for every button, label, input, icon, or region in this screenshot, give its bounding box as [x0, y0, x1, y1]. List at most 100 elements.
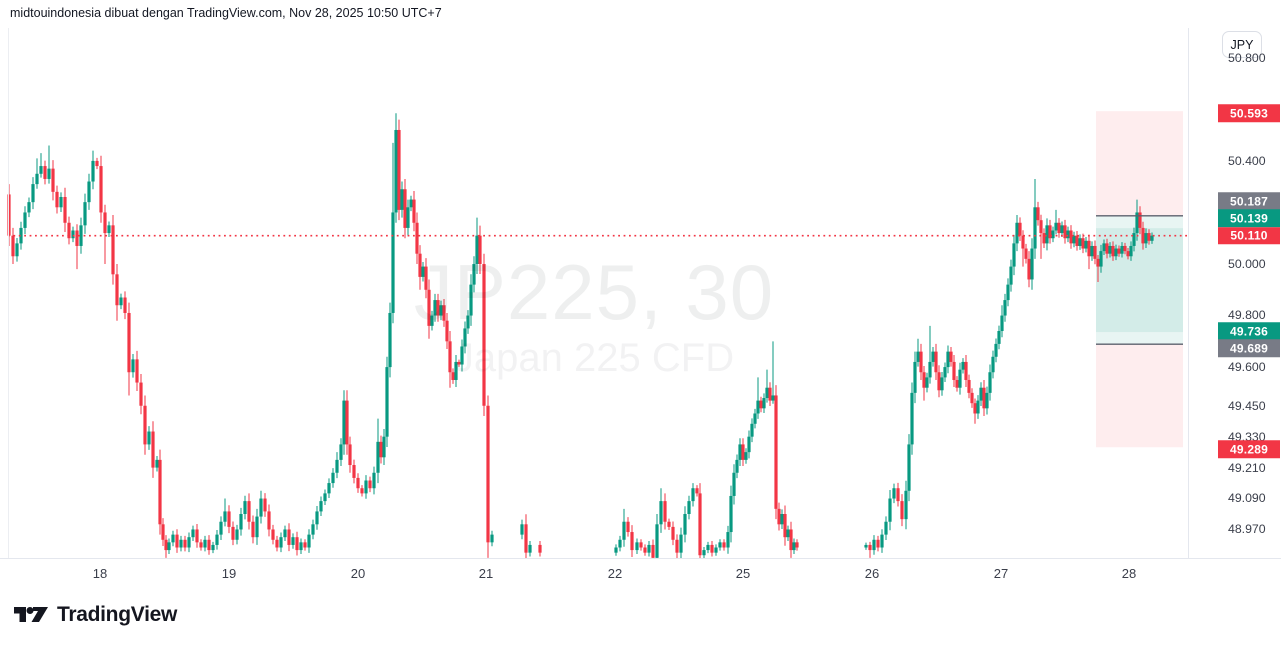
tradingview-logo[interactable]: TradingView	[14, 603, 177, 627]
candle-body	[335, 459, 339, 473]
candle-body	[747, 436, 751, 453]
candle-body	[303, 542, 307, 548]
candle-body	[1042, 233, 1046, 244]
candle-body	[626, 521, 630, 533]
candle-body	[1057, 222, 1061, 234]
candle-body	[1048, 225, 1052, 239]
candle-body	[183, 539, 187, 548]
price-badge: 49.689	[1218, 339, 1280, 357]
candle-body	[267, 511, 271, 530]
candle-body	[967, 379, 971, 393]
candle-body	[702, 550, 706, 556]
candle-body	[671, 526, 675, 540]
candle-body	[433, 300, 437, 316]
candle-body	[71, 230, 75, 239]
time-tick-label: 22	[607, 566, 623, 581]
candle-body	[123, 297, 127, 313]
candle-body	[454, 361, 458, 380]
candle-body	[774, 395, 778, 509]
candle-body	[961, 361, 965, 370]
candlestick-chart-canvas[interactable]	[0, 28, 1188, 558]
candle-body	[706, 544, 710, 551]
candle-body	[1075, 235, 1079, 246]
candle-body	[1117, 248, 1121, 254]
candle-body	[1126, 251, 1130, 257]
price-tick-label: 50.400	[1228, 154, 1266, 168]
candle-body	[291, 537, 295, 545]
candle-body	[789, 529, 793, 551]
candle-body	[1087, 240, 1091, 257]
candle-body	[1099, 251, 1103, 267]
candle-body	[63, 196, 67, 223]
candle-body	[722, 542, 726, 548]
header-bar: midtouindonesia dibuat dengan TradingVie…	[0, 0, 1281, 28]
candle-body	[655, 524, 659, 558]
candle-body	[777, 508, 781, 525]
candle-body	[622, 521, 626, 540]
candle-body	[379, 441, 383, 458]
candle-body	[1024, 248, 1028, 259]
candle-body	[630, 532, 634, 551]
candle-body	[11, 235, 15, 257]
candle-body	[31, 184, 35, 203]
price-axis[interactable]: JPY 50.800 50.400 50.000 49.800 49.600 49.450…	[1188, 28, 1281, 558]
candle-body	[111, 225, 115, 275]
candle-body	[219, 521, 223, 535]
position-stop-zone	[1096, 344, 1183, 448]
candle-body	[985, 392, 989, 409]
price-badge: 50.139	[1218, 209, 1280, 227]
candle-body	[356, 477, 360, 489]
time-tick-label: 18	[92, 566, 108, 581]
candle-body	[394, 129, 398, 213]
candle-body	[756, 400, 760, 414]
candle-body	[892, 488, 896, 499]
candle-body	[463, 328, 467, 347]
time-axis[interactable]: 18 19 20 21 22 25 26 27 28	[0, 558, 1281, 591]
candle-body	[741, 444, 745, 460]
candle-body	[931, 351, 935, 362]
candle-body	[1150, 235, 1154, 241]
candle-body	[1081, 238, 1085, 249]
candle-body	[397, 129, 401, 210]
candle-body	[1036, 207, 1040, 221]
time-tick-label: 26	[864, 566, 880, 581]
candle-body	[943, 367, 947, 378]
candle-body	[864, 544, 868, 548]
candle-body	[904, 490, 908, 520]
candle-body	[103, 212, 107, 234]
candle-body	[872, 539, 876, 551]
candle-body	[79, 225, 83, 246]
candle-body	[55, 191, 59, 208]
candle-body	[651, 544, 655, 558]
candle-body	[147, 431, 151, 445]
candle-body	[940, 377, 944, 391]
candle-body	[319, 501, 323, 512]
candle-body	[345, 400, 349, 445]
candle-body	[765, 387, 769, 399]
time-tick-label: 19	[221, 566, 237, 581]
candle-body	[726, 532, 730, 548]
candle-body	[896, 488, 900, 502]
candle-body	[158, 459, 162, 525]
candle-body	[538, 544, 542, 553]
candle-body	[342, 400, 346, 445]
candle-body	[1090, 245, 1094, 257]
candle-body	[475, 235, 479, 264]
candle-body	[783, 514, 787, 538]
candle-body	[1132, 233, 1136, 246]
candle-body	[179, 539, 183, 548]
candle-body	[35, 173, 39, 185]
candle-body	[19, 227, 23, 244]
chart-pane[interactable]: JP225, 30 Japan 225 CFD	[0, 28, 1188, 558]
candle-body	[339, 444, 343, 460]
candle-body	[231, 526, 235, 540]
currency-toggle-button[interactable]: JPY	[1222, 31, 1262, 58]
candle-body	[299, 542, 303, 551]
candle-body	[372, 472, 376, 489]
candle-body	[151, 431, 155, 468]
candle-body	[667, 521, 671, 527]
candle-body	[445, 320, 449, 342]
candle-body	[376, 441, 380, 473]
candle-body	[888, 498, 892, 522]
time-tick-label: 27	[993, 566, 1009, 581]
